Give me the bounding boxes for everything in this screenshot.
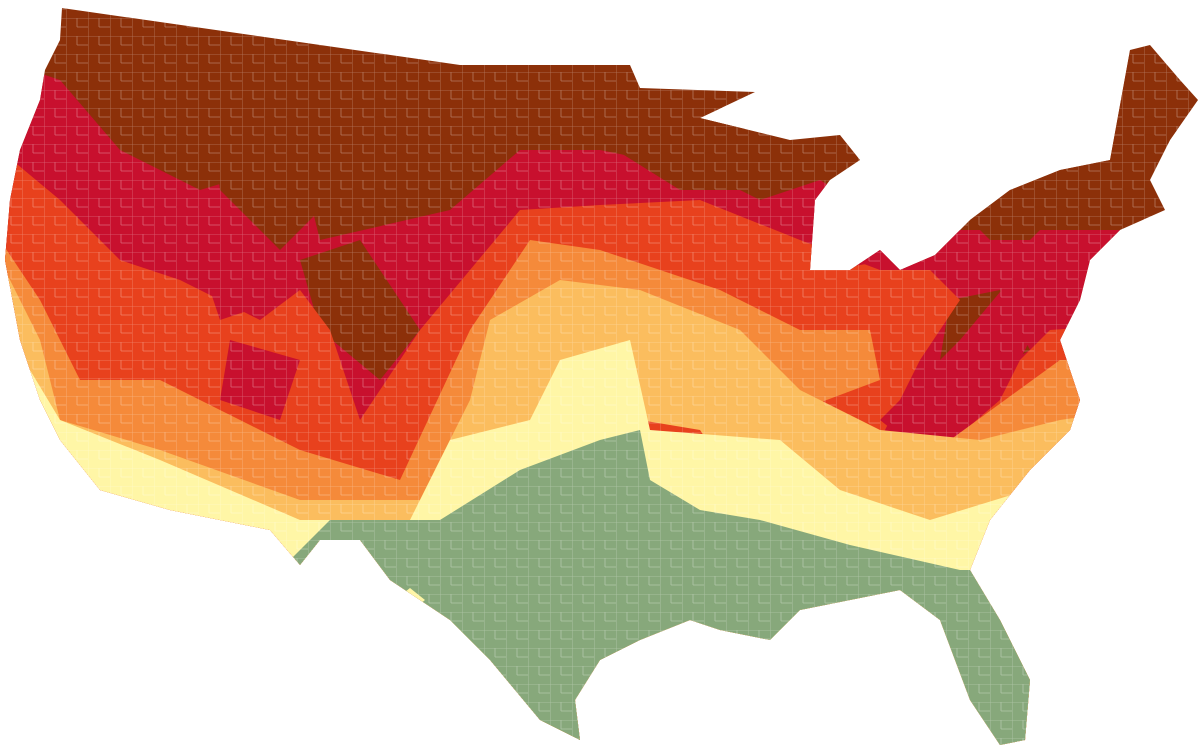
page: (() => { const data = JSON.parse(documen… [5, 8, 1198, 745]
foliage-map [5, 8, 1198, 745]
county-lines [5, 8, 1198, 745]
zones [5, 8, 1198, 745]
